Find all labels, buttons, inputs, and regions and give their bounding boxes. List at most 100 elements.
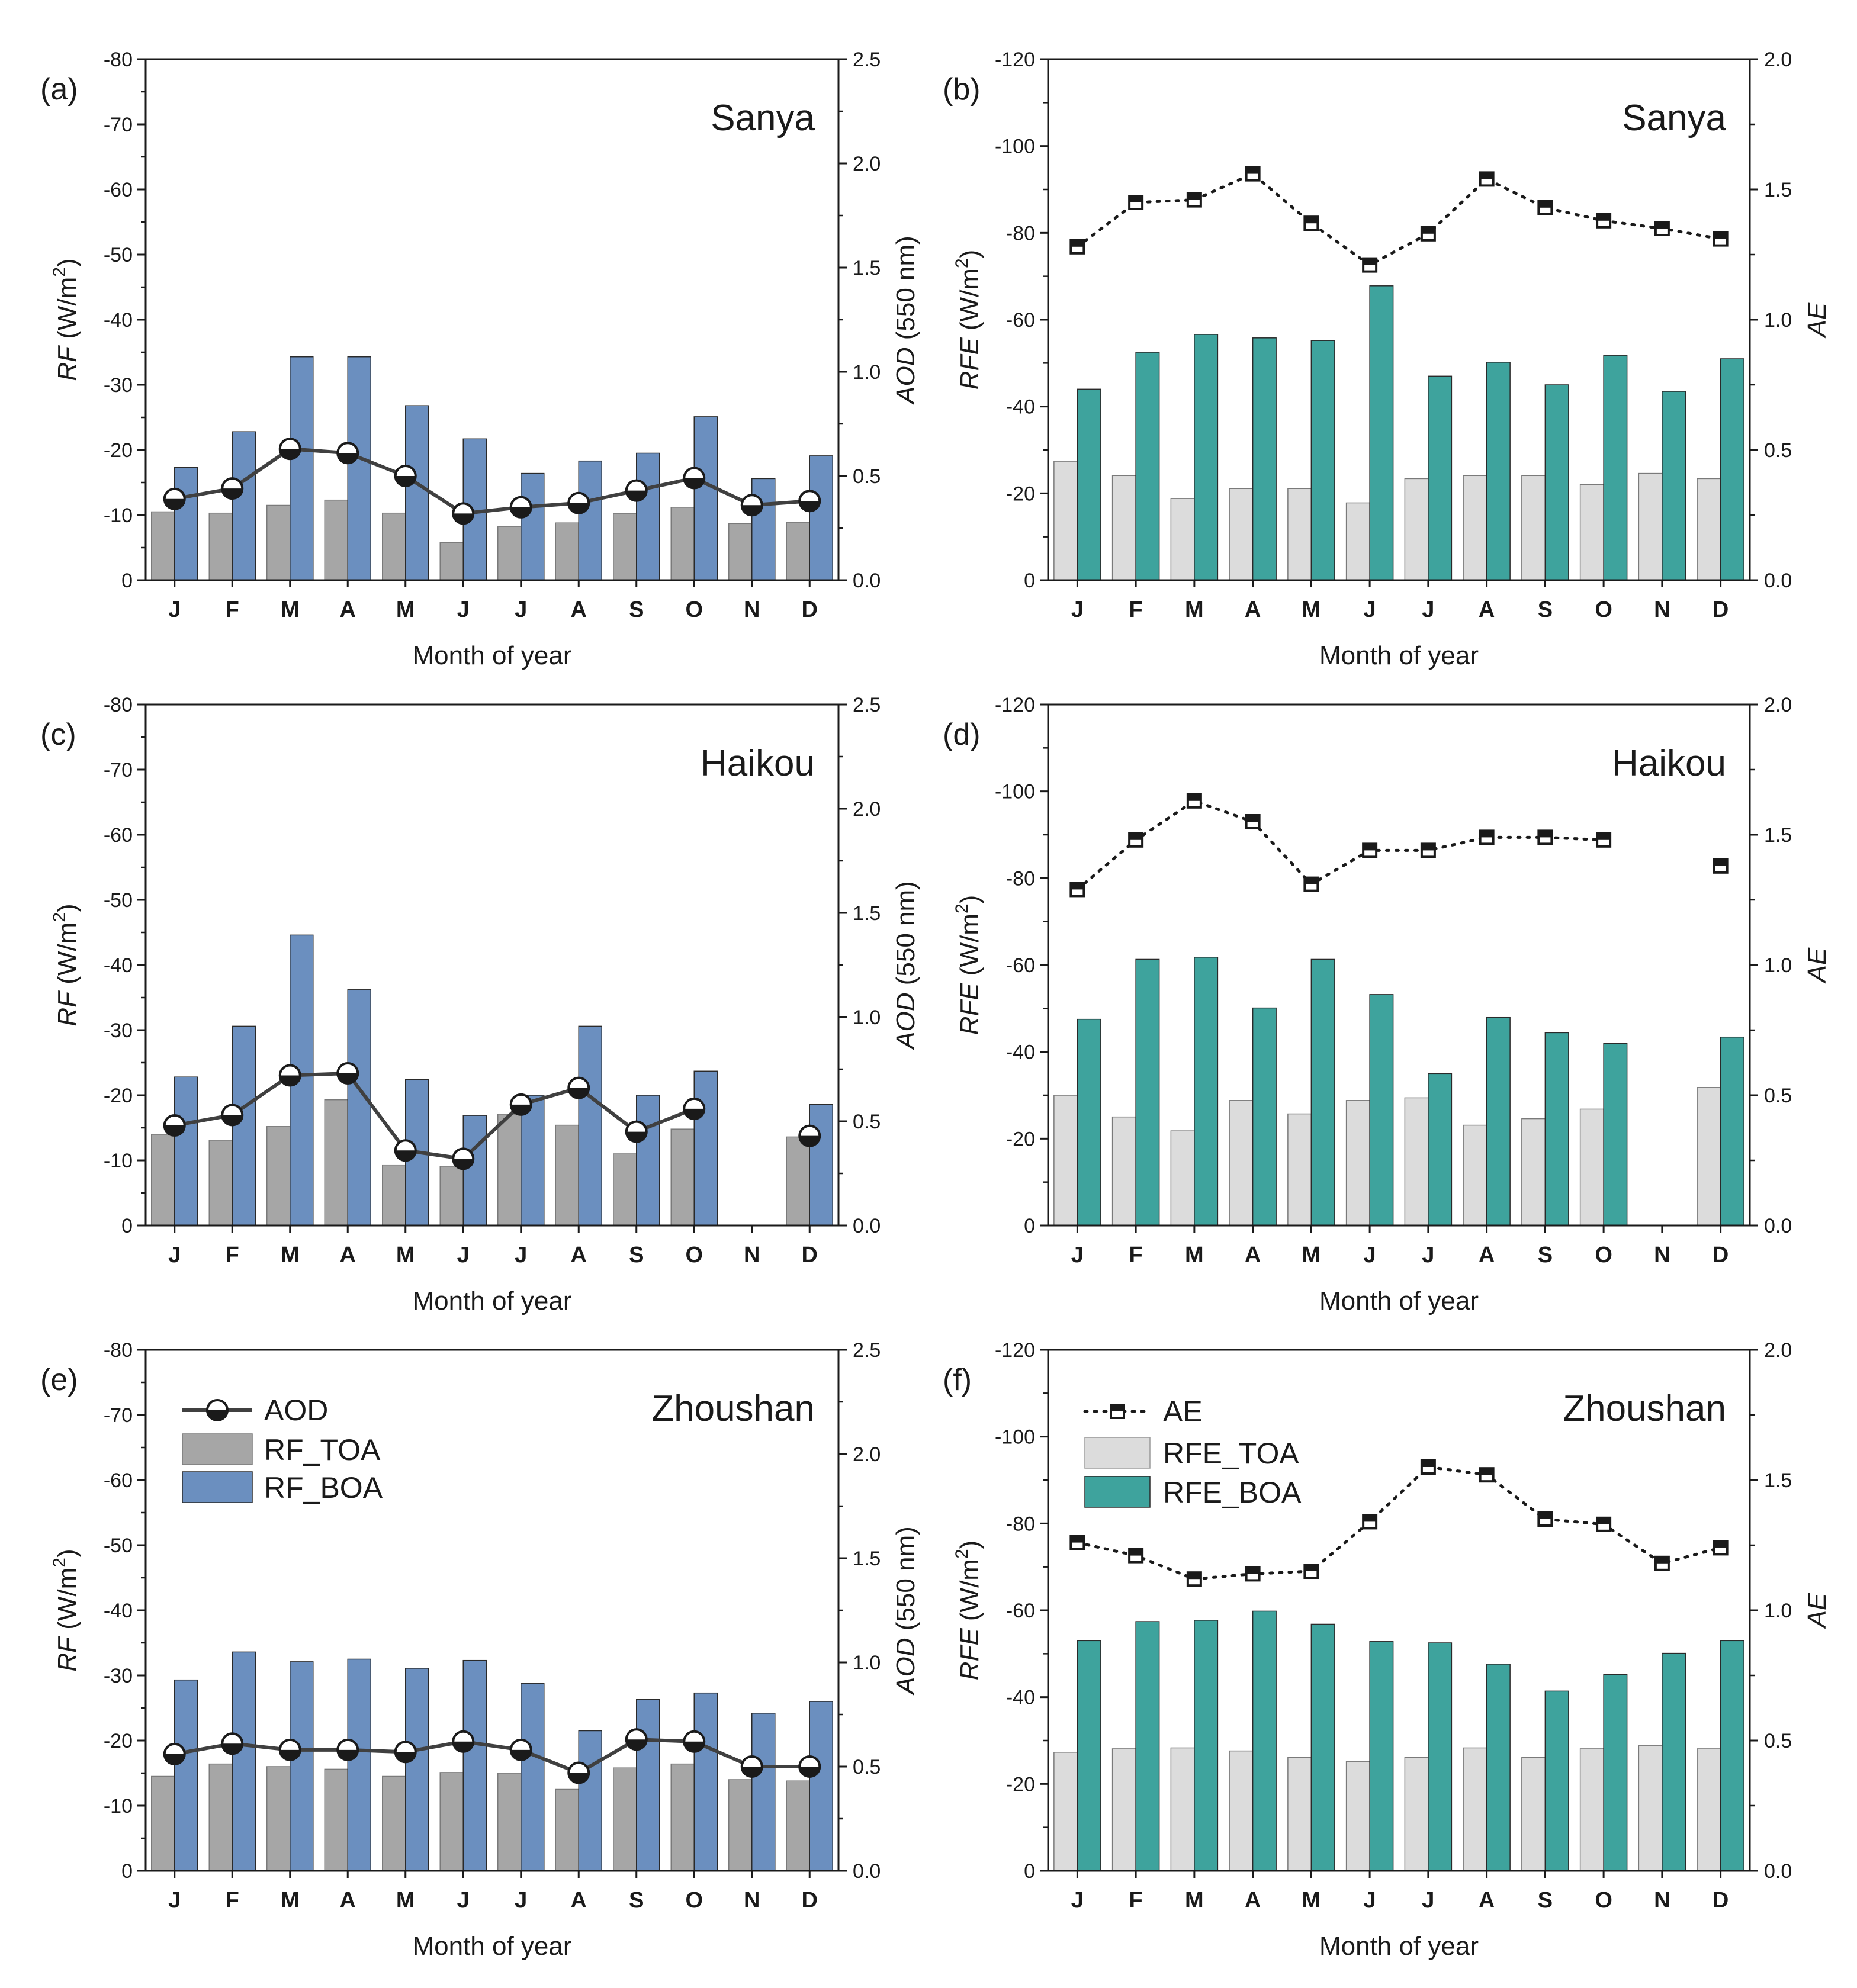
right-tick-label-c-3: 1.5 [853,902,881,925]
aod-point-fill-c-2 [279,1075,300,1086]
aod-point-fill-e-6 [510,1749,531,1760]
month-label-f-3: A [1245,1888,1261,1913]
ae-point-fill-b-3 [1246,167,1260,174]
month-label-c-3: A [340,1243,356,1268]
ae-point-fill-b-5 [1363,258,1377,265]
ae-point-fill-b-0 [1071,240,1084,247]
left-axis-title-f: RFE (W/m2) [952,1540,984,1681]
right-tick-label-d-4: 2.0 [1764,694,1792,716]
ae-point-fill-legend-0 [1111,1405,1124,1411]
bar-boa-b-6 [1428,375,1453,581]
month-label-b-7: A [1479,597,1495,622]
right-tick-label-b-3: 1.5 [1764,179,1792,201]
bar-toa-f-11 [1697,1748,1721,1871]
left-tick-label-e-3: -30 [104,1665,133,1687]
month-label-e-6: J [515,1888,527,1913]
aod-point-fill-a-8 [626,490,647,501]
bar-boa-e-8 [636,1699,660,1871]
month-label-e-9: O [685,1888,703,1913]
bar-boa-d-6 [1428,1073,1453,1226]
x-axis-title-a: Month of year [412,641,571,670]
ae-point-fill-b-1 [1129,196,1143,202]
bar-toa-b-0 [1053,461,1078,581]
bar-toa-f-1 [1111,1748,1136,1871]
site-name-f: Zhoushan [1563,1388,1726,1429]
month-label-b-10: N [1654,597,1670,622]
left-tick-label-d-0: 0 [1024,1215,1035,1237]
left-tick-label-a-6: -60 [104,179,133,201]
left-tick-label-a-4: -40 [104,309,133,332]
left-tick-label-e-4: -40 [104,1600,133,1622]
bar-boa-d-1 [1135,958,1160,1226]
bar-boa-e-1 [232,1651,256,1871]
month-label-b-9: O [1595,597,1612,622]
bar-toa-e-4 [382,1775,406,1871]
right-tick-label-a-2: 1.0 [853,361,881,384]
month-label-e-5: J [457,1888,470,1913]
left-tick-label-a-1: -10 [104,504,133,527]
bar-toa-b-8 [1521,475,1546,581]
legend-rf: AOD RF_TOA RF_BOA [182,1394,383,1504]
left-tick-label-b-3: -60 [1006,309,1035,332]
left-tick-label-a-0: 0 [121,570,133,592]
aod-point-fill-a-1 [222,488,243,499]
ae-point-fill-d-1 [1129,833,1143,840]
aod-point-fill-e-11 [799,1767,820,1777]
ae-point-fill-f-8 [1538,1513,1552,1519]
site-name-d: Haikou [1612,743,1726,784]
bar-boa-c-9 [693,1070,718,1226]
month-label-d-5: J [1364,1243,1376,1268]
month-label-b-2: M [1185,597,1204,622]
month-label-b-11: D [1713,597,1729,622]
ae-point-fill-b-8 [1538,201,1552,208]
bar-toa-a-9 [670,507,695,581]
bar-toa-c-4 [382,1164,406,1226]
left-axis-title-e: RF (W/m2) [50,1549,82,1671]
bar-toa-b-6 [1404,478,1429,581]
left-tick-label-d-5: -100 [995,781,1035,803]
bar-toa-e-11 [786,1780,810,1871]
month-label-f-1: F [1129,1888,1143,1913]
left-axis-title-close-c: ) [53,903,82,912]
bar-toa-e-3 [324,1768,348,1871]
left-axis-title-b: RFE (W/m2) [952,250,984,390]
aod-point-fill-a-10 [741,505,762,516]
month-label-f-11: D [1713,1888,1729,1913]
bar-boa-d-9 [1603,1043,1628,1226]
ae-point-fill-d-5 [1363,844,1377,851]
right-tick-label-c-5: 2.5 [853,694,881,716]
aod-point-fill-c-6 [510,1104,531,1115]
right-tick-label-f-2: 1.0 [1764,1600,1792,1622]
right-tick-label-b-0: 0.0 [1764,570,1792,592]
month-label-e-0: J [168,1888,181,1913]
aod-point-fill-e-7 [568,1773,589,1783]
aod-point-fill-e-1 [222,1743,243,1754]
month-label-e-4: M [396,1888,415,1913]
bar-toa-c-7 [555,1124,579,1226]
aod-point-fill-c-11 [799,1135,820,1146]
left-tick-label-c-5: -50 [104,889,133,912]
aod-line-c-0 [174,1071,695,1161]
right-axis-title-unit-e: (550 nm) [891,1526,920,1638]
right-axis-title-main-a: AOD [891,347,920,405]
month-label-b-8: S [1538,597,1553,622]
bar-toa-e-9 [670,1763,695,1871]
left-axis-title-sup-c: 2 [50,912,69,922]
ae-point-fill-d-0 [1071,883,1084,890]
bar-boa-f-2 [1194,1620,1219,1871]
bar-toa-c-5 [439,1166,464,1226]
month-label-b-6: J [1422,597,1434,622]
bar-boa-b-4 [1310,340,1335,581]
left-tick-label-e-1: -10 [104,1795,133,1817]
month-label-d-11: D [1713,1243,1729,1268]
left-axis-title-unit-d: (W/m [955,913,984,983]
month-label-a-9: O [685,597,703,622]
bar-toa-c-0 [151,1134,175,1226]
aod-point-fill-c-5 [453,1159,474,1169]
left-tick-label-d-1: -20 [1006,1128,1035,1150]
bar-toa-b-5 [1345,502,1370,581]
site-name-b: Sanya [1622,98,1726,139]
month-label-a-1: F [226,597,239,622]
month-label-e-11: D [802,1888,818,1913]
left-tick-label-d-4: -80 [1006,867,1035,890]
